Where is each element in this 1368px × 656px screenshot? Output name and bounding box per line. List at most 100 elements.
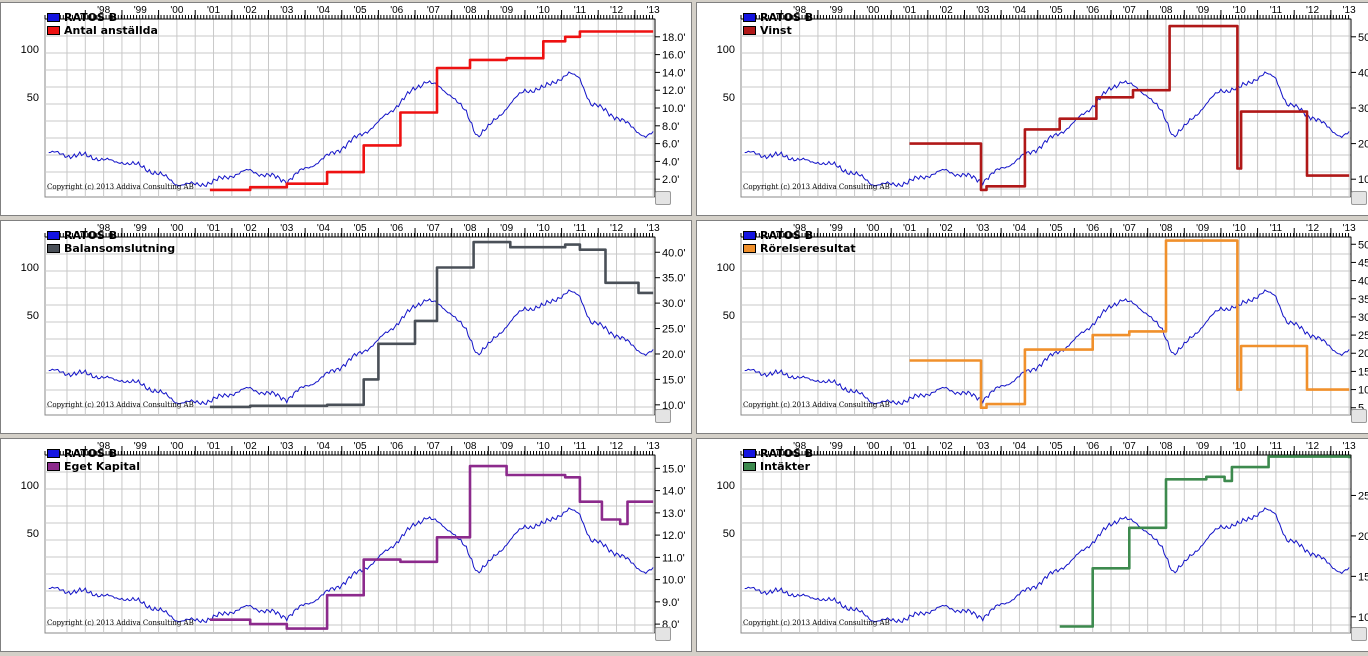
year-tick-label: '98 [793, 5, 806, 16]
chart-panel-6: '98 '99 '00 '01 '02 '03 '04 '05 '06 '07 '08 '09 '10 '… [696, 438, 1368, 652]
year-tick-label: '12 [1306, 441, 1319, 452]
left-axis: 100 50 [21, 262, 39, 322]
year-tick-label: '05 [354, 441, 367, 452]
year-tick-label: '05 [1050, 223, 1063, 234]
legend-label-series: Rörelseresultat [760, 242, 856, 255]
chart-legend: RATOS B Intäkter [743, 447, 813, 473]
right-tick-label: 5 [1358, 403, 1364, 415]
copyright-text: Copyright (c) 2013 Addiva Consulting AB [743, 183, 890, 191]
right-tick-label: 30 [1358, 312, 1368, 324]
right-tick-label: 25 [1358, 330, 1368, 342]
left-tick-label: 50 [723, 310, 735, 322]
left-tick-label: 100 [21, 44, 39, 56]
legend-label-price: RATOS B [760, 11, 814, 24]
year-tick-label: '13 [1343, 223, 1356, 234]
panel-divider [694, 0, 696, 656]
year-tick-label: '99 [134, 441, 147, 452]
year-tick-label: '10 [537, 441, 550, 452]
legend-swatch-series [743, 244, 756, 253]
year-tick-label: '02 [940, 223, 953, 234]
chart-legend: RATOS B Eget Kapital [47, 447, 140, 473]
right-axis: 40.0' 35.0' 30.0' 25.0' 20.0' 15.0' 10.0' [654, 237, 686, 415]
right-tick-label: 20 [1358, 531, 1368, 543]
right-tick-label: 35.0' [662, 273, 686, 285]
year-tick-label: '11 [574, 223, 587, 234]
legend-label-series: Antal anställda [64, 24, 158, 37]
left-tick-label: 50 [27, 92, 39, 104]
right-tick-label: 40.0' [662, 247, 686, 259]
fundamental-series-line [209, 240, 654, 409]
right-tick-label: 50 [1358, 32, 1368, 44]
year-tick-label: '98 [793, 441, 806, 452]
legend-series: Intäkter [743, 460, 813, 473]
legend-price: RATOS B [743, 11, 813, 24]
year-tick-label: '11 [574, 441, 587, 452]
year-tick-label: '02 [244, 5, 257, 16]
right-tick-label: 45 [1358, 257, 1368, 269]
year-tick-label: '02 [244, 441, 257, 452]
left-tick-label: 50 [27, 310, 39, 322]
right-tick-label: 10 [1358, 174, 1368, 186]
scroll-button[interactable] [1351, 409, 1367, 423]
year-tick-label: '13 [1343, 441, 1356, 452]
left-axis: 100 50 [717, 480, 735, 540]
right-tick-label: 15.0' [662, 463, 686, 475]
copyright-text: Copyright (c) 2013 Addiva Consulting AB [47, 401, 194, 409]
left-tick-label: 100 [717, 44, 735, 56]
scroll-button[interactable] [655, 409, 671, 423]
right-tick-label: 2.0' [662, 174, 679, 186]
year-tick-label: '11 [1270, 5, 1283, 16]
right-tick-label: 20 [1358, 139, 1368, 151]
year-tick-label: '02 [244, 223, 257, 234]
copyright-text: Copyright (c) 2013 Addiva Consulting AB [47, 619, 194, 627]
gridlines [741, 19, 1351, 197]
legend-label-price: RATOS B [64, 11, 118, 24]
scroll-button[interactable] [655, 627, 671, 641]
year-tick-label: '08 [463, 441, 476, 452]
right-tick-label: 10 [1358, 385, 1368, 397]
year-tick-label: '10 [537, 5, 550, 16]
year-tick-label: '99 [134, 5, 147, 16]
chart-panel-1: '98 '99 '00 '01 '02 '03 '04 '05 '06 '07 '08 '09 '10 '… [0, 2, 692, 216]
year-tick-label: '12 [610, 5, 623, 16]
year-tick-label: '99 [830, 5, 843, 16]
year-tick-label: '99 [134, 223, 147, 234]
right-tick-label: 9.0' [662, 597, 679, 609]
year-tick-label: '11 [574, 5, 587, 16]
right-tick-label: 12.0' [662, 530, 686, 542]
legend-swatch-series [743, 26, 756, 35]
legend-swatch-series [743, 462, 756, 471]
left-axis: 100 50 [21, 44, 39, 104]
chart-svg: '98 '99 '00 '01 '02 '03 '04 '05 '06 '07 '08 '09 '10 '… [717, 441, 1368, 634]
year-tick-label: '13 [647, 441, 660, 452]
scroll-button[interactable] [655, 191, 671, 205]
right-tick-label: 40 [1358, 67, 1368, 79]
legend-label-series: Balansomslutning [64, 242, 176, 255]
right-tick-label: 14.0' [662, 486, 686, 498]
scroll-button[interactable] [1351, 191, 1367, 205]
time-axis: '98 '99 '00 '01 '02 '03 '04 '05 '06 '07 '08 '09 '10 '… [740, 5, 1356, 20]
time-axis: '98 '99 '00 '01 '02 '03 '04 '05 '06 '07 '08 '09 '10 '… [740, 223, 1356, 238]
time-axis: '98 '99 '00 '01 '02 '03 '04 '05 '06 '07 '08 '09 '10 '… [44, 5, 660, 20]
chart-legend: RATOS B Rörelseresultat [743, 229, 856, 255]
year-tick-label: '05 [354, 5, 367, 16]
year-tick-label: '08 [463, 223, 476, 234]
year-tick-label: '01 [207, 441, 220, 452]
scroll-button[interactable] [1351, 627, 1367, 641]
legend-price: RATOS B [47, 229, 175, 242]
year-tick-label: '04 [317, 5, 330, 16]
year-tick-label: '12 [1306, 223, 1319, 234]
year-tick-label: '05 [354, 223, 367, 234]
year-tick-label: '06 [1086, 223, 1099, 234]
right-tick-label: 8.0' [662, 121, 679, 133]
right-tick-label: 4.0' [662, 156, 679, 168]
year-tick-label: '07 [1123, 5, 1136, 16]
year-tick-label: '06 [390, 441, 403, 452]
year-tick-label: '07 [1123, 223, 1136, 234]
chart-panel-5: '98 '99 '00 '01 '02 '03 '04 '05 '06 '07 '08 '09 '10 '… [0, 438, 692, 652]
year-tick-label: '08 [1159, 223, 1172, 234]
legend-label-series: Eget Kapital [64, 460, 140, 473]
right-tick-label: 10.0' [662, 575, 686, 587]
left-tick-label: 50 [723, 92, 735, 104]
left-tick-label: 50 [723, 528, 735, 540]
